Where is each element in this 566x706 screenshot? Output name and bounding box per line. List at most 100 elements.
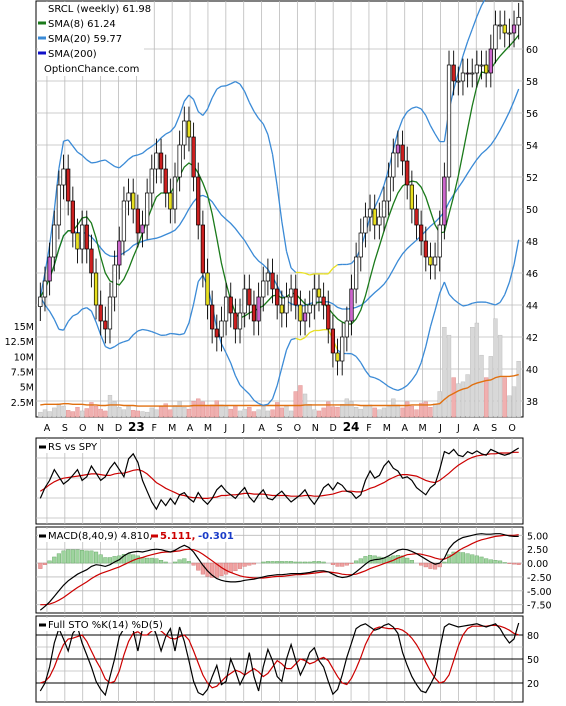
price-candle [456,80,461,83]
macd-hist-bar [103,557,108,564]
x-axis-tick: O [79,423,86,434]
price-legend: SRCL (weekly) 61.98 SMA(8) 61.24 SMA(20)… [38,2,151,76]
upper-band-segment [429,125,436,135]
price-candle [363,216,368,234]
volume-bar [103,410,108,418]
volume-bar [168,409,173,418]
volume-bar [456,383,461,418]
x-axis-tick: D [115,423,122,434]
price-candle [326,304,331,330]
price-candle [465,72,470,75]
upper-band-segment [271,154,278,187]
lower-band-segment [467,302,473,306]
volume-bar [172,405,178,418]
lower-band-segment [472,301,478,304]
volume-bar [117,407,122,418]
price-candle [377,216,382,226]
price-candle [261,280,266,298]
volume-bar [135,410,141,418]
price-candle [442,176,447,226]
upper-band-segment [48,210,55,246]
price-candle [321,296,326,306]
volume-bar [177,401,182,418]
price-candle [437,224,442,258]
volume-average-line [40,373,519,407]
price-candle [354,256,359,290]
volume-bar [140,411,145,418]
macd-hist-bar [70,549,75,564]
macd-y-tick: 5.00 [527,531,548,542]
volume-bar [61,405,66,418]
volume-bar [237,410,243,418]
sto-y-tick: 80 [527,631,539,642]
price-y-tick: 42 [526,333,538,344]
volume-bar [442,327,447,418]
lower-band-segment [276,367,283,386]
volume-bar [256,409,261,418]
sto-y-tick: 20 [527,679,539,690]
lower-band-segment [44,304,51,312]
volume-bars [38,318,521,418]
price-candle [270,272,275,290]
upper-band-segment [123,158,130,165]
upper-band-segment [169,126,176,133]
price-candle [75,232,80,250]
price-y-tick: 54 [526,141,538,152]
macd-panel: 5.00 2.50 0.00 -2.50 -5.00 -7.50 MACD(8,40,9)… [35,526,552,614]
macd-hist-bar [474,555,479,564]
macd-hist-bar [354,560,359,564]
macd-hist-bar [261,561,266,564]
upper-band-segment [188,94,195,100]
macd-signal-value: 5.111, [160,531,195,542]
macd-hist-bar [302,561,308,564]
volume-bar [414,409,419,418]
upper-band-segment [383,168,390,186]
price-candle [70,200,75,234]
price-candle [497,24,503,27]
x-axis-tick: 23 [128,420,145,434]
price-candle [158,152,164,170]
lower-band-segment [397,387,403,391]
macd-hist-bar [205,562,210,577]
macd-hist-bar [75,549,80,564]
volume-bar [330,406,336,418]
price-candle [205,272,210,306]
macd-hist-bar [470,554,475,564]
lower-band-segment [230,362,236,376]
lower-band-segment [406,379,413,386]
lower-band-segment [244,389,250,395]
macd-y-tick: 2.50 [527,545,548,556]
lower-band-segment [490,303,496,306]
price-candle [177,144,182,178]
rs-line [39,447,520,511]
price-candle [349,288,354,322]
upper-band-segment [179,100,185,116]
lower-band-segment [77,308,83,315]
macd-y-ticks: 5.00 2.50 0.00 -2.50 -5.00 -7.50 [527,531,552,611]
volume-bar [70,411,75,418]
rs-grid [36,438,523,524]
sto-y-tick: 50 [527,655,539,666]
legend-sma8: SMA(8) 61.24 [48,19,116,30]
upper-band-segment [91,161,97,164]
macd-hist-bar [502,562,507,564]
volume-bar [228,408,233,418]
volume-bar [89,402,94,418]
price-candle [256,296,261,322]
price-candle [93,272,99,306]
lower-band-segment [304,332,311,339]
macd-hist-bar [228,562,233,573]
upper-band-segment [146,145,153,150]
price-y-tick: 50 [526,205,538,216]
price-y-tick: 58 [526,77,538,88]
volume-bar [353,407,359,418]
macd-hist-bar [154,558,159,564]
rs-label-bg [38,440,98,453]
price-candle [460,72,466,82]
volume-bar [158,406,164,418]
volume-bar [284,405,289,418]
x-axis-tick: M [204,423,212,434]
volume-bar [270,409,275,418]
price-candle [196,176,201,226]
volume-bar [298,385,303,418]
